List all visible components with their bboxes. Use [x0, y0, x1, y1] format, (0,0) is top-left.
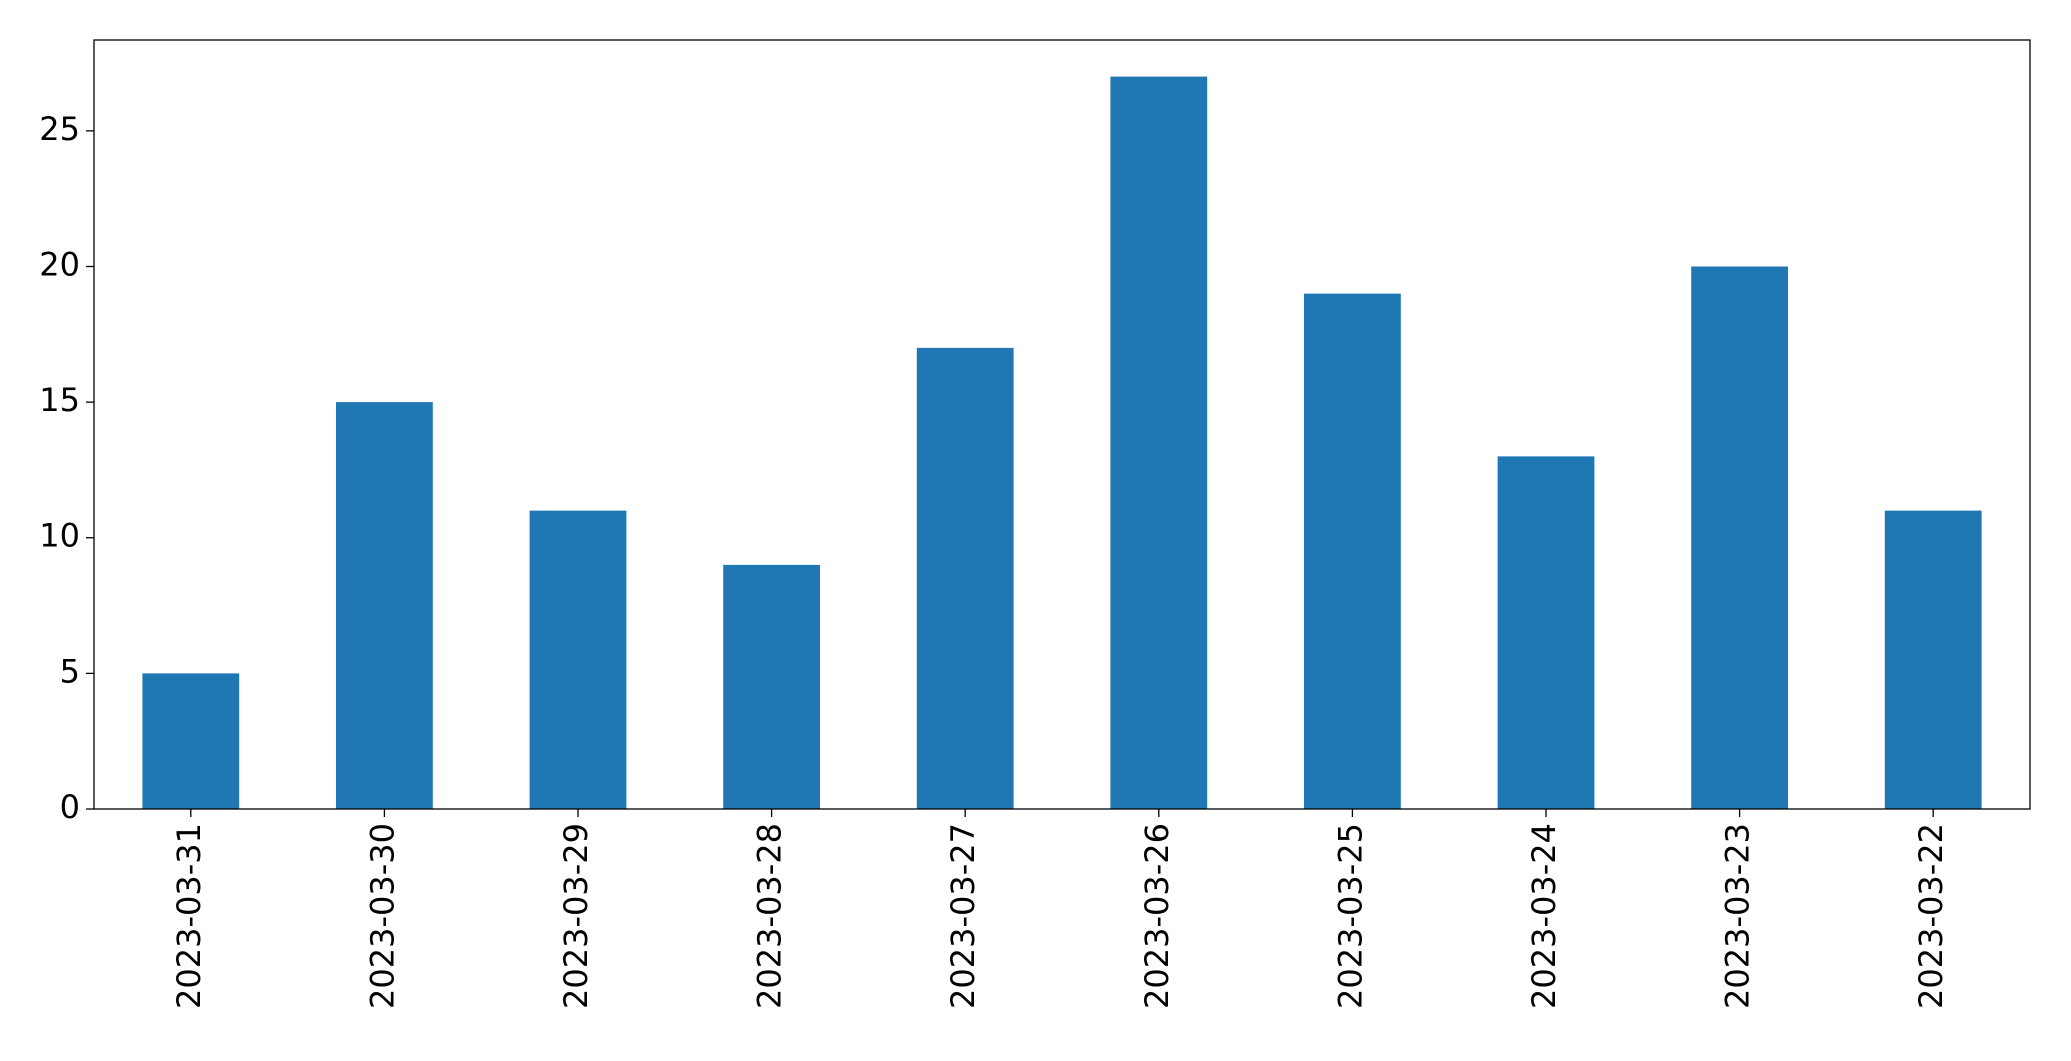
x-tick-label: 2023-03-27	[944, 823, 982, 1009]
x-tick-label: 2023-03-28	[751, 823, 789, 1009]
x-tick-label: 2023-03-26	[1138, 823, 1176, 1009]
y-tick-label: 10	[39, 517, 80, 555]
y-tick-label: 25	[39, 110, 80, 148]
x-tick-label: 2023-03-22	[1912, 823, 1950, 1009]
y-tick-label: 20	[39, 245, 80, 283]
bar	[1304, 293, 1401, 809]
y-tick-label: 5	[60, 652, 80, 690]
bar	[142, 673, 240, 809]
x-tick-label: 2023-03-25	[1331, 823, 1369, 1009]
bar	[1691, 266, 1788, 809]
x-tick-label: 2023-03-24	[1525, 823, 1563, 1009]
y-tick-label: 0	[60, 788, 80, 826]
bar	[1497, 456, 1595, 809]
x-tick-label: 2023-03-23	[1719, 823, 1757, 1009]
bar	[336, 402, 433, 809]
plot-frame	[93, 39, 2031, 810]
x-tick-label: 2023-03-31	[170, 823, 208, 1009]
bar	[529, 510, 627, 809]
x-tick-label: 2023-03-30	[363, 823, 401, 1009]
bar	[1884, 510, 1982, 809]
bar	[1110, 76, 1208, 810]
bar	[916, 347, 1014, 809]
bar	[723, 564, 820, 809]
y-tick-label: 15	[39, 381, 80, 419]
x-tick-label: 2023-03-29	[557, 823, 595, 1009]
